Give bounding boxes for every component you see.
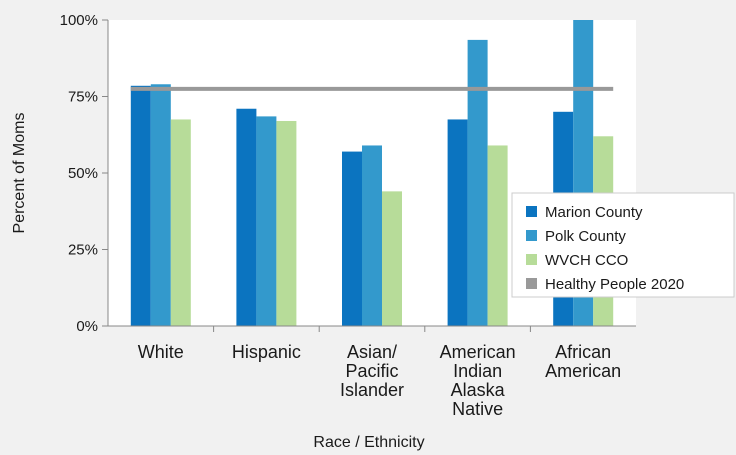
bar (150, 84, 171, 326)
y-tick-label: 100% (60, 12, 98, 29)
legend-swatch-marion (526, 206, 537, 217)
y-tick-label: 25% (68, 242, 98, 259)
y-tick-label: 50% (68, 165, 98, 182)
bar (467, 39, 488, 326)
bar (236, 108, 257, 327)
bar (487, 145, 508, 326)
x-tick-label: White (138, 342, 184, 362)
y-tick-label: 75% (68, 89, 98, 106)
legend-swatch-polk (526, 230, 537, 241)
x-tick-label: African American (545, 342, 621, 381)
legend-box (511, 192, 735, 298)
bar (256, 116, 277, 326)
y-axis-title: Percent of Moms (11, 113, 28, 234)
y-ticks: 0% 25% 50% 75% 100% (60, 12, 108, 335)
legend-label-healthy-people: Healthy People 2020 (545, 276, 684, 293)
bar (447, 119, 468, 326)
x-tick-label: American Indian Alaska Native (440, 342, 516, 419)
x-tick-label: Asian/Pacific Islander (340, 342, 404, 400)
bar (362, 145, 382, 326)
bar (382, 191, 402, 326)
bar (342, 151, 362, 326)
x-tick-label: Hispanic (232, 342, 301, 362)
legend-label-polk: Polk County (545, 228, 626, 245)
bar (276, 120, 297, 326)
x-ticks: White Hispanic Asian/Pacific Islander Americ… (138, 326, 621, 419)
bar (130, 85, 151, 326)
legend-swatch-healthy-people (526, 278, 537, 289)
bar (170, 119, 191, 326)
y-tick-label: 0% (76, 318, 98, 335)
legend: Marion County Polk County WVCH CCO Healt… (511, 192, 735, 298)
x-axis-title: Race / Ethnicity (313, 434, 424, 451)
legend-label-wvch: WVCH CCO (545, 252, 628, 269)
legend-label-marion: Marion County (545, 204, 643, 221)
legend-swatch-wvch (526, 254, 537, 265)
